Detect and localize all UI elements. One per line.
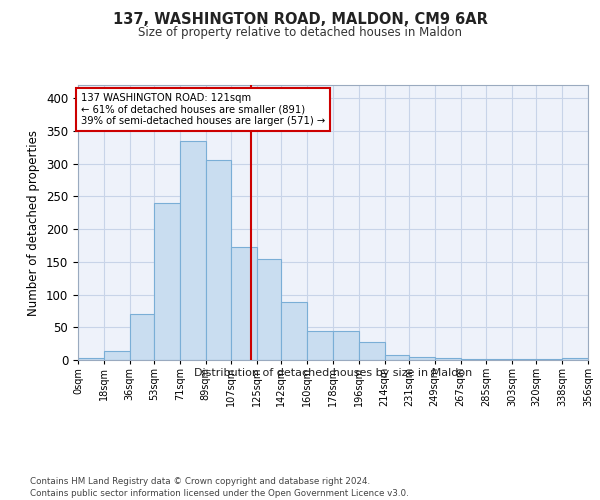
Bar xyxy=(104,352,130,360)
Y-axis label: Number of detached properties: Number of detached properties xyxy=(28,130,40,316)
Bar xyxy=(333,330,359,360)
Bar xyxy=(154,203,180,360)
Bar xyxy=(205,160,231,360)
Bar xyxy=(78,358,104,360)
Bar xyxy=(257,258,281,360)
Bar xyxy=(307,330,333,360)
Bar xyxy=(359,342,385,360)
Bar xyxy=(562,358,588,360)
Bar xyxy=(385,356,409,360)
Text: Size of property relative to detached houses in Maldon: Size of property relative to detached ho… xyxy=(138,26,462,39)
Bar xyxy=(461,358,486,360)
Bar xyxy=(435,358,461,360)
Text: 137, WASHINGTON ROAD, MALDON, CM9 6AR: 137, WASHINGTON ROAD, MALDON, CM9 6AR xyxy=(113,12,487,28)
Bar xyxy=(180,140,205,360)
Bar xyxy=(281,302,307,360)
Text: 137 WASHINGTON ROAD: 121sqm
← 61% of detached houses are smaller (891)
39% of se: 137 WASHINGTON ROAD: 121sqm ← 61% of det… xyxy=(81,93,325,126)
Bar xyxy=(486,358,512,360)
Bar xyxy=(231,246,257,360)
Bar xyxy=(409,356,435,360)
Text: Contains HM Land Registry data © Crown copyright and database right 2024.
Contai: Contains HM Land Registry data © Crown c… xyxy=(30,476,409,498)
Text: Distribution of detached houses by size in Maldon: Distribution of detached houses by size … xyxy=(194,368,472,378)
Bar xyxy=(130,314,154,360)
